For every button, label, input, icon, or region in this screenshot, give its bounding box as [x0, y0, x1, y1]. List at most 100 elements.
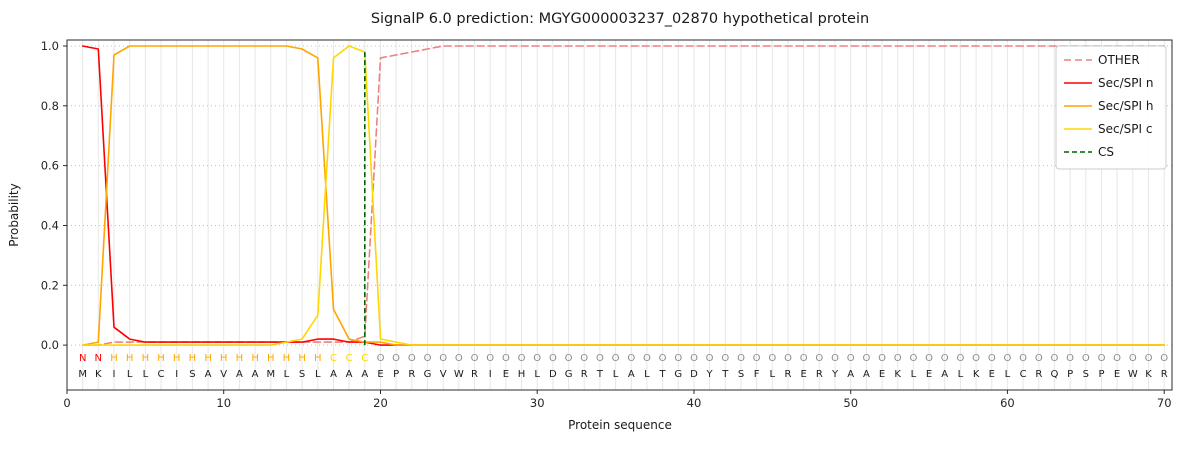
region-label: H — [204, 353, 212, 364]
sequence-letter: V — [220, 369, 227, 380]
sequence-letter: E — [879, 369, 885, 380]
legend-box — [1055, 45, 1167, 170]
region-label: H — [157, 353, 165, 364]
sequence-letter: G — [424, 369, 432, 380]
sequence-letter: A — [330, 369, 337, 380]
chart-title: SignalP 6.0 prediction: MGYG000003237_02… — [371, 11, 869, 27]
sequence-letter: L — [315, 369, 321, 380]
region-label: O — [753, 353, 761, 364]
region-label: O — [784, 353, 792, 364]
region-label: H — [298, 353, 306, 364]
sequence-letter: S — [189, 369, 195, 380]
region-label: H — [236, 353, 244, 364]
y-tick-label: 0.0 — [41, 338, 59, 352]
sequence-letter: R — [816, 369, 823, 380]
region-label: H — [173, 353, 181, 364]
series-line-sec-spi-n — [81, 45, 1165, 346]
region-label: O — [815, 353, 823, 364]
region-label: O — [878, 353, 886, 364]
region-label: H — [220, 353, 228, 364]
region-label: O — [847, 353, 855, 364]
region-label: O — [690, 353, 698, 364]
sequence-letter: L — [613, 369, 619, 380]
sequence-letter: P — [1098, 369, 1104, 380]
sequence-letter: W — [1128, 369, 1138, 380]
sequence-letter: S — [299, 369, 305, 380]
region-label: H — [126, 353, 134, 364]
sequence-letter: E — [926, 369, 932, 380]
sequence-letter: L — [127, 369, 133, 380]
sequence-letter: L — [644, 369, 650, 380]
sequence-letter: L — [284, 369, 290, 380]
y-tick-label: 0.2 — [41, 278, 59, 292]
y-axis-label: Probability — [7, 183, 21, 246]
x-tick-label: 40 — [687, 396, 702, 410]
sequence-letter: L — [143, 369, 149, 380]
region-label: O — [596, 353, 604, 364]
sequence-letter: K — [973, 369, 980, 380]
legend-label: OTHER — [1098, 53, 1140, 67]
sequence-letter: K — [1145, 369, 1152, 380]
region-label: H — [314, 353, 322, 364]
sequence-letter: R — [471, 369, 478, 380]
region-label: O — [502, 353, 510, 364]
region-label: O — [1145, 353, 1153, 364]
legend-label: CS — [1098, 145, 1114, 159]
sequence-letter: L — [770, 369, 776, 380]
region-label: N — [79, 353, 86, 364]
sequence-letter: A — [847, 369, 854, 380]
region-label: O — [925, 353, 933, 364]
series-line-sec-spi-c — [81, 45, 1165, 346]
region-label: H — [267, 353, 275, 364]
region-label: O — [1113, 353, 1121, 364]
region-label: O — [533, 353, 541, 364]
sequence-letter: G — [565, 369, 573, 380]
legend-label: Sec/SPI c — [1098, 122, 1152, 136]
region-label: O — [1035, 353, 1043, 364]
sequence-letter: W — [454, 369, 464, 380]
x-tick-label: 10 — [216, 396, 231, 410]
sequence-letter: C — [158, 369, 165, 380]
region-label: O — [1160, 353, 1168, 364]
region-label: O — [424, 353, 432, 364]
sequence-letter: L — [534, 369, 540, 380]
sequence-letter: T — [596, 369, 604, 380]
region-label: C — [361, 353, 368, 364]
region-label: H — [251, 353, 259, 364]
region-label: O — [1082, 353, 1090, 364]
sequence-letter: L — [911, 369, 917, 380]
region-label: O — [643, 353, 651, 364]
sequence-letter: I — [113, 369, 116, 380]
sequence-letter: I — [489, 369, 492, 380]
y-tick-label: 1.0 — [41, 39, 59, 53]
region-label: O — [1066, 353, 1074, 364]
region-label: O — [1003, 353, 1011, 364]
sequence-letter: K — [894, 369, 901, 380]
sequence-letter: R — [1035, 369, 1042, 380]
region-label: H — [283, 353, 291, 364]
sequence-letter: E — [1114, 369, 1120, 380]
region-label: H — [110, 353, 118, 364]
sequence-letter: K — [95, 369, 102, 380]
region-label: O — [909, 353, 917, 364]
region-label: O — [549, 353, 557, 364]
region-label: C — [346, 353, 353, 364]
sequence-letter: P — [393, 369, 399, 380]
sequence-letter: A — [205, 369, 212, 380]
sequence-letter: I — [175, 369, 178, 380]
sequence-letter: E — [503, 369, 509, 380]
region-label: O — [486, 353, 494, 364]
region-label: O — [455, 353, 463, 364]
sequence-letter: A — [252, 369, 259, 380]
region-label: O — [831, 353, 839, 364]
sequence-letter: Y — [831, 369, 839, 380]
sequence-letter: C — [1020, 369, 1027, 380]
sequence-letter: R — [581, 369, 588, 380]
sequence-letter: D — [549, 369, 557, 380]
y-tick-label: 0.4 — [41, 219, 59, 233]
x-tick-label: 70 — [1157, 396, 1172, 410]
region-label: O — [627, 353, 635, 364]
region-label: O — [580, 353, 588, 364]
